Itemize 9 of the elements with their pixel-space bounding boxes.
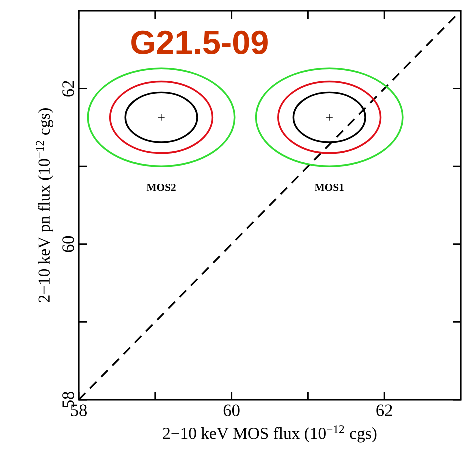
chart-title: G21.5-09 xyxy=(132,30,268,54)
y-tick-label: 60 xyxy=(62,236,74,252)
y-axis-title: 2−10 keV pn flux (10$^{−12}$ cgs) xyxy=(36,108,54,302)
x-axis-title: 2−10 keV MOS flux (10$^{−12}$ cgs) xyxy=(163,426,377,443)
annotation: MOS1 xyxy=(314,184,344,192)
y-tick-label: 62 xyxy=(62,81,74,97)
x-tick-label: 62 xyxy=(376,404,392,416)
x-tick-label: 60 xyxy=(224,404,240,416)
annotation: MOS2 xyxy=(146,184,176,192)
